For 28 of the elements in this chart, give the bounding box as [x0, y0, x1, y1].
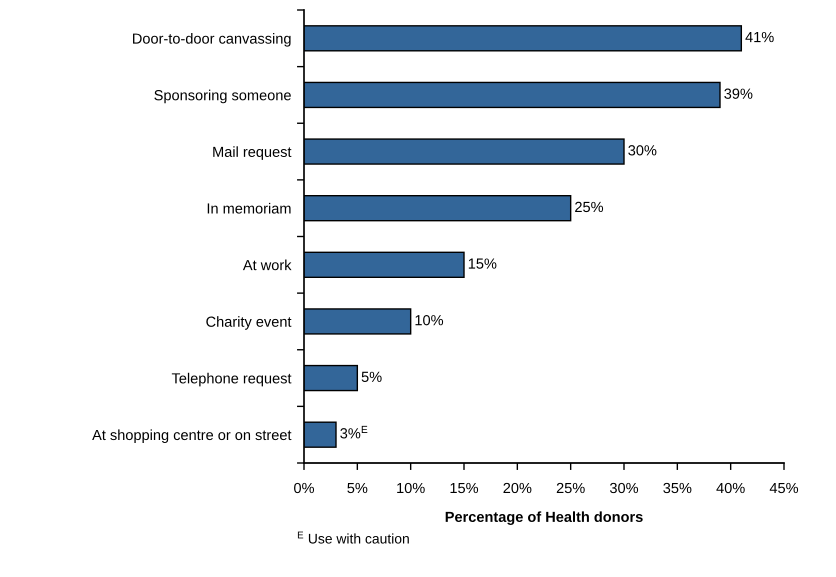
x-tick-label: 5%: [347, 482, 368, 494]
x-tick-label: 25%: [556, 482, 585, 494]
y-tick-label: Sponsoring someone: [154, 90, 291, 104]
x-axis-title: Percentage of Health donors: [446, 511, 643, 525]
y-tick-label: At shopping centre or on street: [92, 429, 292, 443]
data-label: 41%: [745, 32, 774, 42]
text: $^{E}$ Use with caution: [298, 532, 409, 544]
data-label: 10%: [416, 315, 444, 326]
data-label: 39%: [724, 88, 752, 99]
y-tick-label: Telephone request: [172, 372, 292, 386]
x-tick-label: 15%: [450, 482, 478, 494]
x-tick-label: 10%: [397, 482, 425, 494]
data-label: 5%: [362, 372, 382, 382]
x-tick-label: 35%: [663, 482, 692, 494]
y-tick-label: Charity event: [206, 316, 292, 330]
x-tick-label: 40%: [716, 482, 745, 494]
y-tick-label: Mail request: [213, 146, 292, 160]
x-tick-label: 45%: [770, 482, 798, 494]
x-tick-label: 30%: [610, 482, 638, 494]
y-tick-label: At work: [242, 260, 292, 270]
data-label: 25%: [575, 202, 604, 212]
data-label: 3%$^{E}$: [340, 426, 368, 438]
x-tick-label: 20%: [503, 482, 532, 494]
data-label: 30%: [628, 145, 656, 156]
data-label: 15%: [468, 258, 496, 269]
x-tick-label: 0%: [294, 482, 314, 494]
y-tick-label: In memoriam: [208, 202, 291, 214]
y-tick-label: Door-to-door canvassing: [133, 33, 291, 47]
